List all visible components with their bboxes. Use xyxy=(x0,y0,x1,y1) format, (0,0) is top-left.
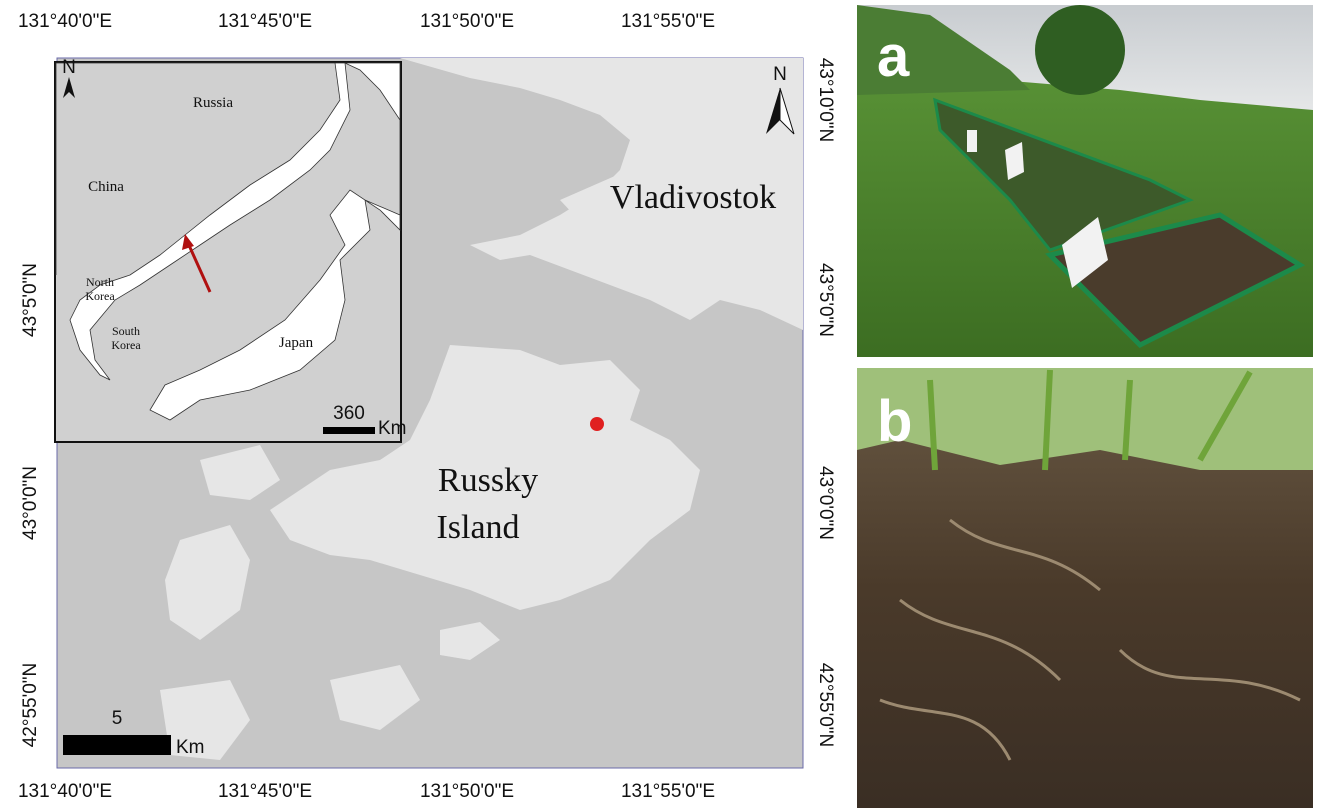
lon-label: 131°40'0"E xyxy=(18,11,112,32)
inset-scale-unit: Km xyxy=(378,418,407,439)
lon-label: 131°55'0"E xyxy=(621,781,715,802)
scale-bar xyxy=(63,735,171,755)
lat-label: 42°55'0"N xyxy=(815,663,836,748)
lat-label: 42°55'0"N xyxy=(20,663,41,748)
scale-value: 5 xyxy=(112,708,123,729)
country-label: China xyxy=(88,179,124,195)
lat-label: 43°0'0"N xyxy=(815,466,836,540)
lon-label: 131°40'0"E xyxy=(18,781,112,802)
lon-label: 131°50'0"E xyxy=(420,781,514,802)
panel-label: b xyxy=(877,389,912,454)
country-label: Korea xyxy=(85,289,115,303)
lon-label: 131°45'0"E xyxy=(218,781,312,802)
site-marker xyxy=(590,417,604,431)
inset-scale-bar xyxy=(323,427,375,434)
lat-label: 43°10'0"N xyxy=(815,58,836,143)
photo-b: b xyxy=(857,368,1313,808)
country-label: Korea xyxy=(111,338,141,352)
inset-north-label: N xyxy=(62,57,76,78)
lon-label: 131°50'0"E xyxy=(420,11,514,32)
north-label: N xyxy=(773,64,787,85)
inset-map: Russia China Japan North Korea South Kor… xyxy=(55,57,407,442)
country-label: North xyxy=(86,275,114,289)
photo-a: a xyxy=(857,5,1313,357)
city-label: Vladivostok xyxy=(610,179,776,216)
country-label: South xyxy=(112,324,140,338)
country-label: Russia xyxy=(193,95,233,111)
tree xyxy=(1035,5,1125,95)
lat-label: 43°5'0"N xyxy=(20,263,41,337)
panel-label: a xyxy=(877,24,910,89)
lat-label: 43°0'0"N xyxy=(20,466,41,540)
lon-label: 131°55'0"E xyxy=(621,11,715,32)
lon-label: 131°45'0"E xyxy=(218,11,312,32)
lat-label: 43°5'0"N xyxy=(815,263,836,337)
inset-scale-value: 360 xyxy=(333,403,365,424)
figure: Vladivostok Russky Island N 5 Km 131°40'… xyxy=(0,0,1317,811)
island-label: Russky xyxy=(438,462,538,499)
island-label: Island xyxy=(436,509,519,546)
country-label: Japan xyxy=(279,335,314,351)
scale-unit: Km xyxy=(176,737,205,758)
sign xyxy=(967,130,977,152)
